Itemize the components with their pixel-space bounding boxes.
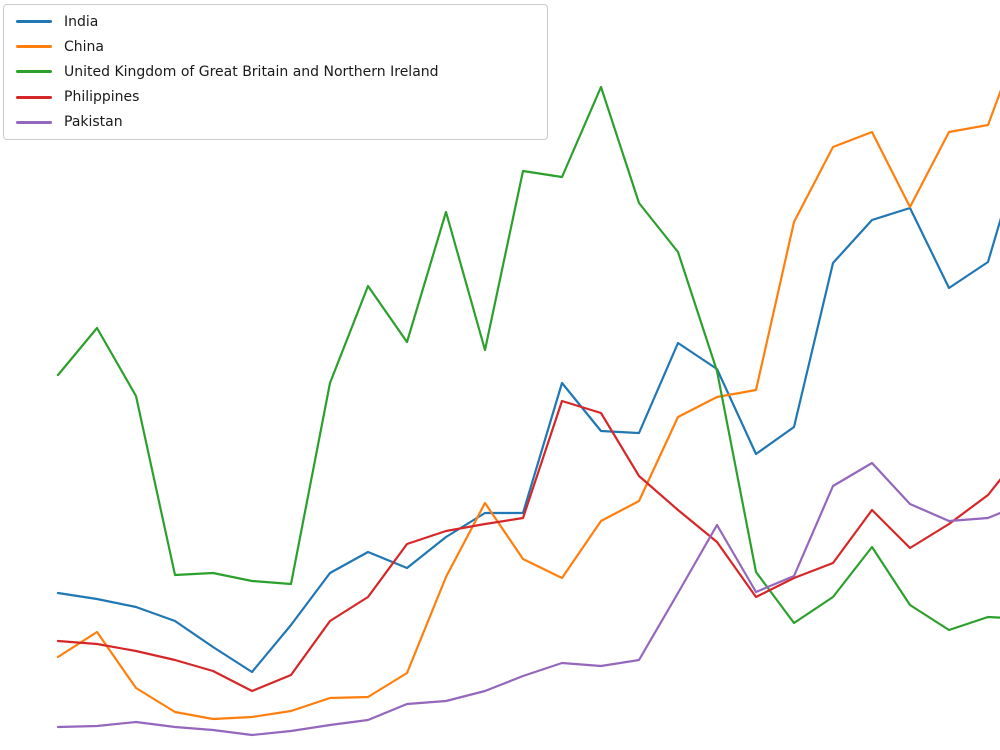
line-series-india bbox=[56, 206, 1000, 674]
legend-line-sample-china bbox=[16, 45, 52, 49]
legend-label-india: India bbox=[64, 13, 99, 30]
legend-item-china: China bbox=[4, 34, 547, 59]
legend-label-united-kingdom: United Kingdom of Great Britain and Nort… bbox=[64, 63, 439, 80]
chart-legend: India China United Kingdom of Great Brit… bbox=[3, 4, 548, 140]
legend-line-sample-united-kingdom bbox=[16, 70, 52, 74]
line-series-pakistan bbox=[56, 461, 1000, 737]
legend-line-sample-india bbox=[16, 20, 52, 24]
legend-line-sample-pakistan bbox=[16, 120, 52, 124]
line-series-united-kingdom-of-great-britain-and-northern-ireland bbox=[56, 85, 1000, 632]
line-series-group bbox=[56, 85, 1000, 737]
legend-item-philippines: Philippines bbox=[4, 85, 547, 110]
legend-item-india: India bbox=[4, 9, 547, 34]
legend-label-china: China bbox=[64, 38, 104, 55]
line-series-china bbox=[56, 89, 1000, 721]
legend-item-united-kingdom: United Kingdom of Great Britain and Nort… bbox=[4, 59, 547, 84]
line-series-philippines bbox=[56, 399, 1000, 693]
legend-label-pakistan: Pakistan bbox=[64, 114, 123, 131]
legend-line-sample-philippines bbox=[16, 95, 52, 99]
legend-item-pakistan: Pakistan bbox=[4, 110, 547, 135]
legend-label-philippines: Philippines bbox=[64, 89, 140, 106]
